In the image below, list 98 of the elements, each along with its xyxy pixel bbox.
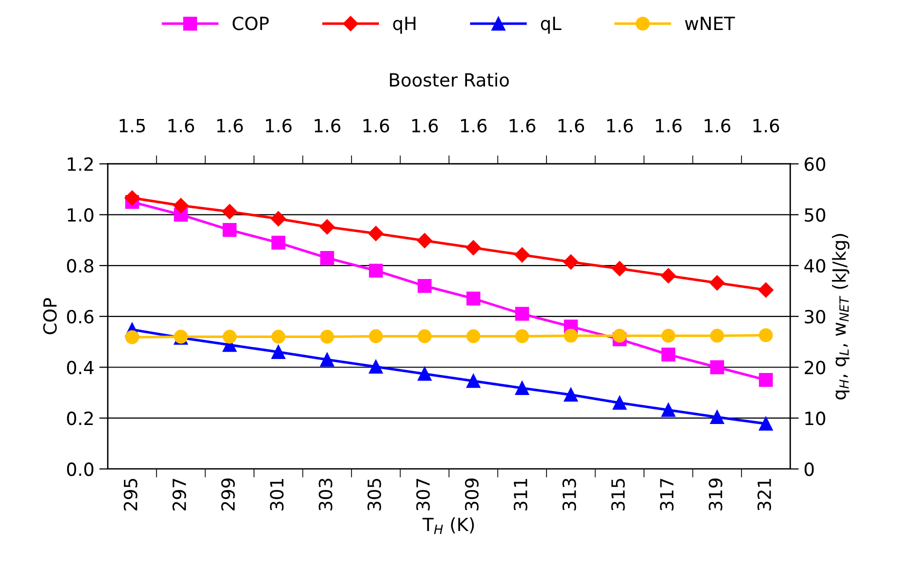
point <box>271 330 286 344</box>
text: 1.6 <box>461 118 487 132</box>
text: 1.6 <box>510 118 536 132</box>
point <box>466 329 480 344</box>
point <box>222 223 237 237</box>
point <box>661 328 676 343</box>
point <box>661 403 676 417</box>
point <box>222 330 237 344</box>
point <box>222 204 238 220</box>
x-tick-label: 305 <box>367 478 382 510</box>
y2-tick-label: 40 <box>804 259 826 273</box>
point <box>320 352 334 367</box>
point <box>173 198 188 214</box>
x-tick-label: 311 <box>514 478 528 510</box>
y2-tick-label: 0 <box>804 462 814 476</box>
y-tick-label: 0.4 <box>67 360 94 374</box>
point <box>710 328 724 343</box>
y-tick-label: 0.6 <box>67 310 94 324</box>
y-tick-label: 0.8 <box>67 259 94 273</box>
point <box>368 226 384 242</box>
point <box>320 250 334 265</box>
point <box>320 330 334 344</box>
legend-label: COP <box>232 16 269 30</box>
text: 1.6 <box>704 118 730 132</box>
text: 1.6 <box>607 118 633 132</box>
x-tick-label: 295 <box>124 478 138 510</box>
x2-axis-title: Booster Ratio <box>390 72 509 87</box>
y2-tick-label: 20 <box>804 360 826 374</box>
x-tick-label: 307 <box>416 478 430 510</box>
y-tick-label: 0.0 <box>67 462 94 476</box>
point <box>418 278 432 293</box>
y-tick-label: 1.0 <box>68 208 94 222</box>
x-tick-label: 309 <box>464 478 479 510</box>
point <box>710 275 725 290</box>
point <box>514 247 530 262</box>
text: 1.6 <box>314 118 340 132</box>
x-tick-label: 301 <box>270 478 284 510</box>
point <box>612 396 627 410</box>
point <box>320 219 335 234</box>
text: 1.6 <box>558 118 584 132</box>
point <box>368 329 383 344</box>
point <box>758 373 773 387</box>
point <box>515 329 530 344</box>
point <box>612 328 627 343</box>
x-tick-label: 317 <box>660 478 674 510</box>
point <box>660 268 676 284</box>
point <box>418 329 432 344</box>
x-tick-label: 321 <box>757 478 772 510</box>
y2-tick-label: 30 <box>804 310 826 324</box>
text: 1.6 <box>656 118 682 132</box>
y2-tick-label: 60 <box>804 157 826 171</box>
text: 1.6 <box>412 118 438 132</box>
point <box>466 240 481 256</box>
point <box>466 292 480 306</box>
point <box>368 360 383 374</box>
point <box>417 233 432 248</box>
point <box>661 348 676 362</box>
text: 1.6 <box>266 118 292 132</box>
point <box>758 416 773 431</box>
x-tick-label: 303 <box>318 478 332 510</box>
point <box>466 374 480 388</box>
text: 1.6 <box>217 118 243 132</box>
point <box>758 282 774 298</box>
text: 1.6 <box>168 118 194 132</box>
x-tick-label: 319 <box>708 478 722 510</box>
point <box>564 388 578 402</box>
point <box>418 366 432 381</box>
point <box>271 345 286 359</box>
point <box>563 254 578 270</box>
point <box>270 211 286 226</box>
y2-axis-title: q$_{H}$, q$_{L}$, w$_{NET}$ (kJ/kg) <box>832 234 850 400</box>
point <box>710 360 724 374</box>
text: 1.5 <box>120 119 145 132</box>
x-tick-label: 313 <box>562 478 576 510</box>
y2-tick-label: 50 <box>804 208 826 222</box>
x-tick-label: 299 <box>221 478 235 510</box>
point <box>271 236 286 250</box>
point <box>515 306 530 321</box>
point <box>515 381 530 396</box>
y-tick-label: 1.2 <box>68 157 93 171</box>
x-axis-title: T$_{H}$ (K) <box>422 517 474 534</box>
point <box>710 410 724 424</box>
y-tick-label: 0.2 <box>67 412 93 426</box>
text: 1.6 <box>364 118 390 132</box>
legend-label: wNET <box>685 16 736 30</box>
text: 1.6 <box>753 118 780 132</box>
point <box>124 190 140 206</box>
legend-label: qH <box>393 16 416 34</box>
point <box>368 264 383 278</box>
point <box>612 261 628 276</box>
x-tick-label: 297 <box>172 478 186 510</box>
legend-label: qL <box>540 16 562 34</box>
y2-tick-label: 10 <box>805 412 826 426</box>
point <box>758 328 773 342</box>
y-axis-title: COP <box>43 298 57 334</box>
point <box>125 330 140 344</box>
point <box>564 328 578 343</box>
x-tick-label: 315 <box>611 478 625 510</box>
